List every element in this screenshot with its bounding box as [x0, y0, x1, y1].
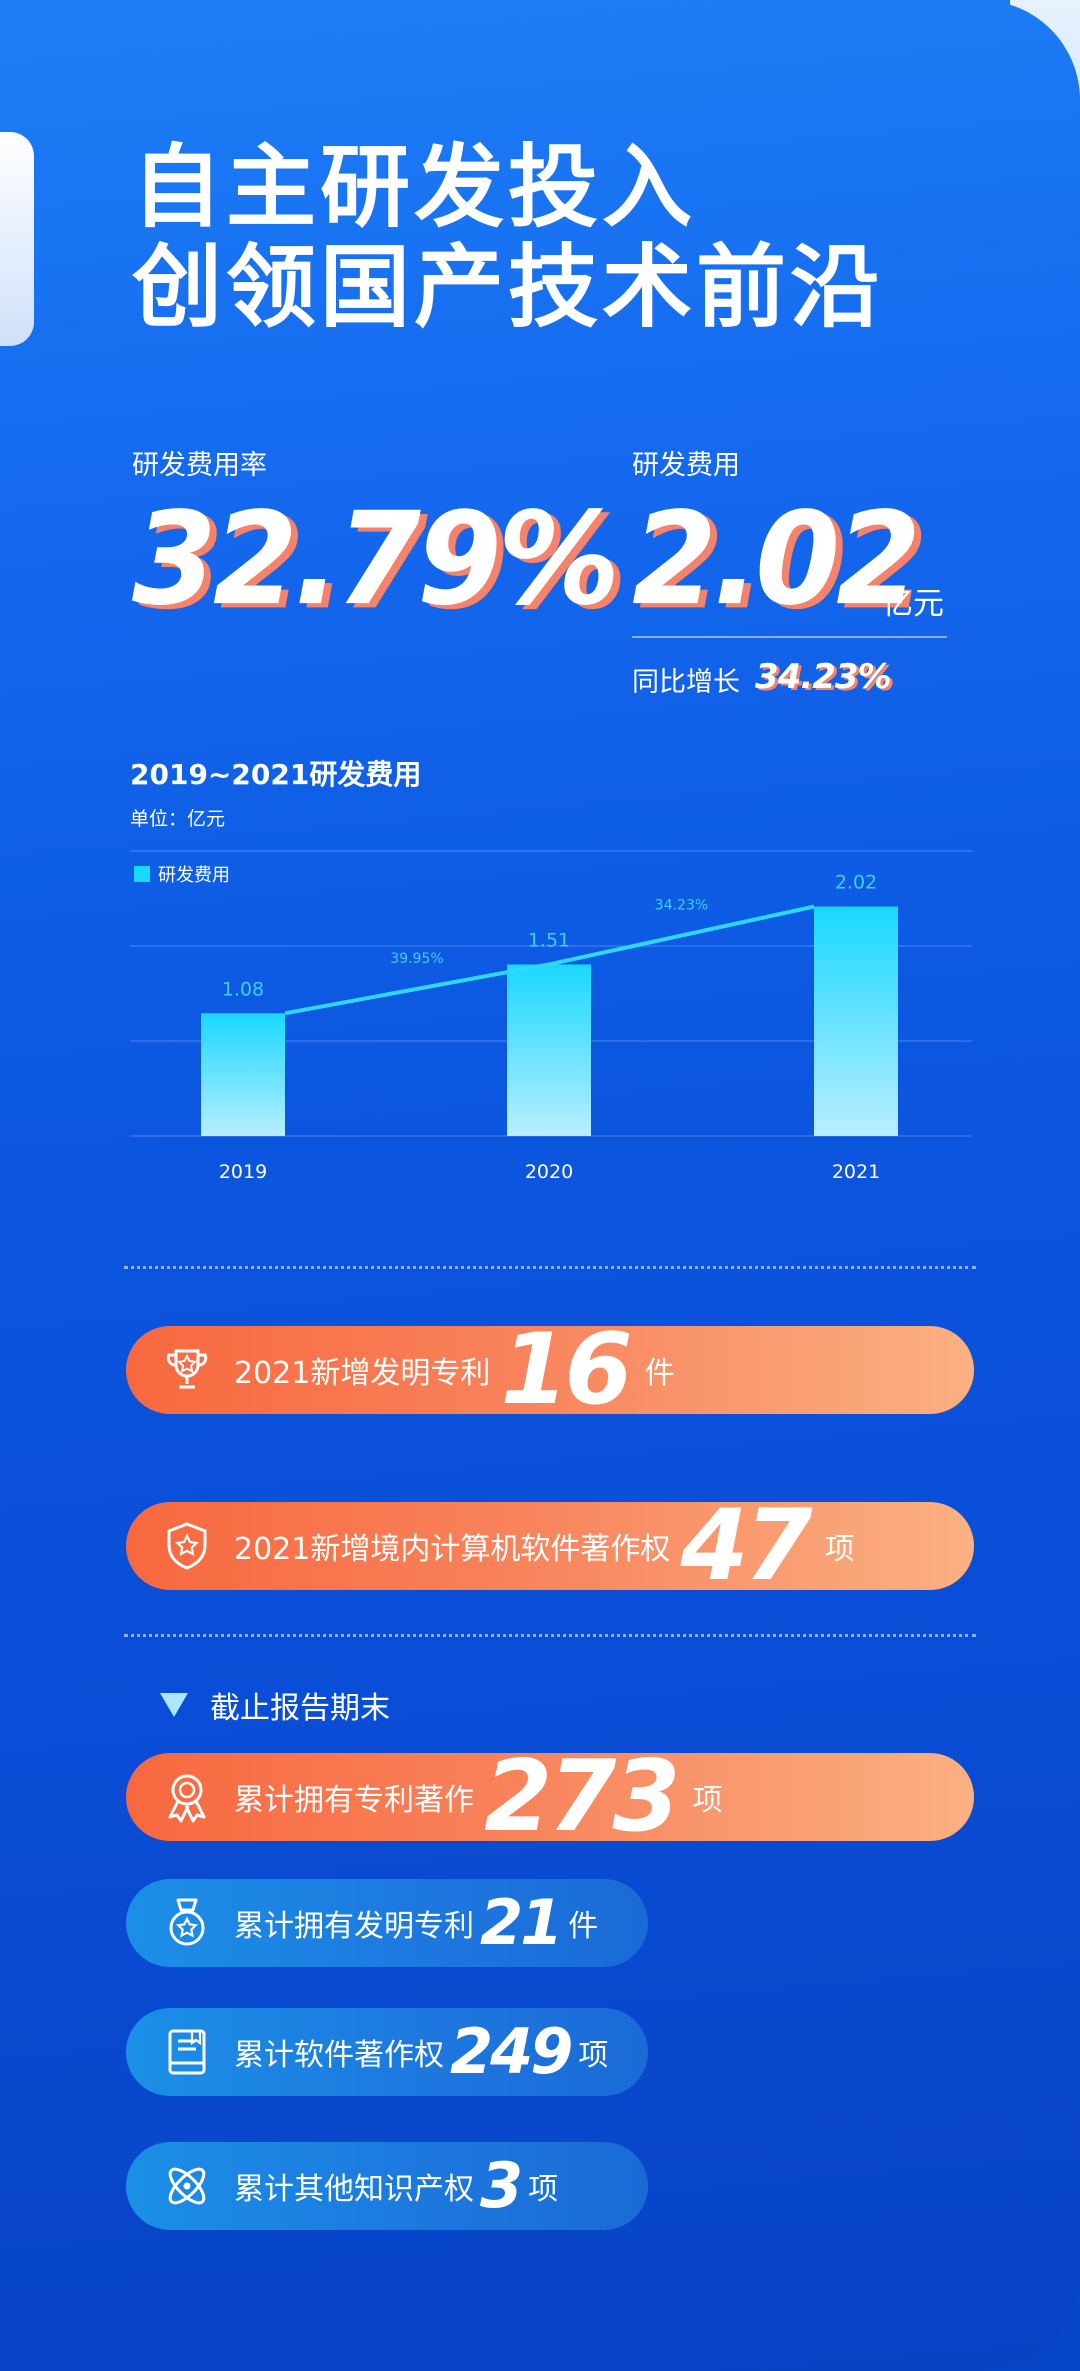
legend-swatch [134, 866, 150, 882]
period-heading: 截止报告期末 [160, 1683, 390, 1727]
rd-expense-chart: 1.08 2019 1.51 2020 2.02 2021 39.95% 34.23% 研发费… [130, 850, 972, 1183]
bar-2019 [201, 1013, 285, 1136]
cumulative-pill: 累计其他知识产权 3 项 [126, 2142, 648, 2230]
expense-value: 2.02 [632, 484, 921, 634]
cumulative-unit: 项 [528, 2172, 559, 2207]
yoy-value: 34.23% [755, 657, 892, 697]
cumulative-pill: 累计拥有专利著作 273 项 [126, 1748, 974, 1846]
value-label: 1.51 [528, 929, 570, 951]
dotted-divider-2 [124, 1634, 976, 1637]
chart-unit-note: 单位：亿元 [130, 808, 226, 830]
cumulative-pill: 累计软件著作权 249 项 [126, 2008, 648, 2096]
new-item-value: 16 [500, 1313, 632, 1427]
cumulative-pill: 累计拥有发明专利 21 件 [126, 1879, 648, 1967]
growth-label: 34.23% [655, 897, 708, 913]
new-item-pill: 2021新增境内计算机软件著作权 47 项 [126, 1497, 974, 1595]
x-tick-label: 2020 [525, 1161, 573, 1183]
growth-line [284, 904, 815, 1016]
legend-label: 研发费用 [158, 865, 230, 886]
chart-growth-line [284, 904, 815, 1016]
rate-value: 32.79% [132, 484, 620, 634]
cumulative-label: 累计拥有发明专利 [234, 1909, 474, 1944]
shield-star-icon [167, 1522, 207, 1570]
yoy-label: 同比增长 [632, 667, 740, 698]
cumulative-value: 21 [480, 1886, 563, 1959]
new-item-pill: 2021新增发明专利 16 件 [126, 1321, 974, 1419]
x-tick-label: 2019 [219, 1161, 267, 1183]
expense-unit: 亿元 [882, 586, 944, 622]
growth-label: 39.95% [390, 951, 443, 967]
bar-2020 [507, 964, 591, 1136]
trophy-icon [166, 1349, 208, 1389]
cumulative-value: 3 [480, 2149, 523, 2222]
cumulative-value: 249 [450, 2015, 573, 2088]
award-medal-icon [168, 1774, 206, 1823]
chart-labels: 1.08 2019 1.51 2020 2.02 2021 39.95% 34.23% [219, 872, 880, 1183]
cumulative-label: 累计软件著作权 [234, 2038, 444, 2073]
expense-label: 研发费用 [632, 450, 740, 481]
new-item-label: 2021新增发明专利 [234, 1356, 491, 1391]
side-tab [0, 132, 34, 346]
chart-legend: 研发费用 [134, 865, 230, 886]
value-label: 1.08 [222, 978, 264, 1000]
new-item-unit: 件 [644, 1356, 675, 1391]
title-line-2: 创领国产技术前沿 [132, 235, 884, 340]
chart-bars [201, 906, 898, 1136]
dotted-divider-1 [124, 1266, 976, 1269]
chart-title: 2019~2021研发费用 [130, 758, 422, 791]
x-tick-label: 2021 [832, 1161, 880, 1183]
cumulative-label: 累计拥有专利著作 [234, 1783, 474, 1818]
expense-divider [632, 636, 947, 638]
cumulative-unit: 项 [692, 1783, 723, 1818]
new-item-unit: 项 [824, 1532, 855, 1567]
value-label: 2.02 [835, 872, 877, 894]
bar-2021 [814, 906, 898, 1136]
rate-label: 研发费用率 [132, 450, 267, 481]
period-label: 截止报告期末 [210, 1691, 390, 1726]
medal-star-icon [169, 1898, 205, 1946]
cumulative-value: 273 [484, 1740, 681, 1854]
book-icon [168, 2029, 206, 2075]
cumulative-unit: 件 [568, 1909, 599, 1944]
atom-icon [168, 2167, 206, 2205]
title-line-1: 自主研发投入 [132, 135, 696, 240]
new-item-label: 2021新增境内计算机软件著作权 [234, 1532, 671, 1567]
triangle-down-icon [160, 1693, 188, 1717]
cumulative-unit: 项 [578, 2038, 609, 2073]
cumulative-label: 累计其他知识产权 [234, 2172, 474, 2207]
new-item-value: 47 [680, 1489, 812, 1603]
